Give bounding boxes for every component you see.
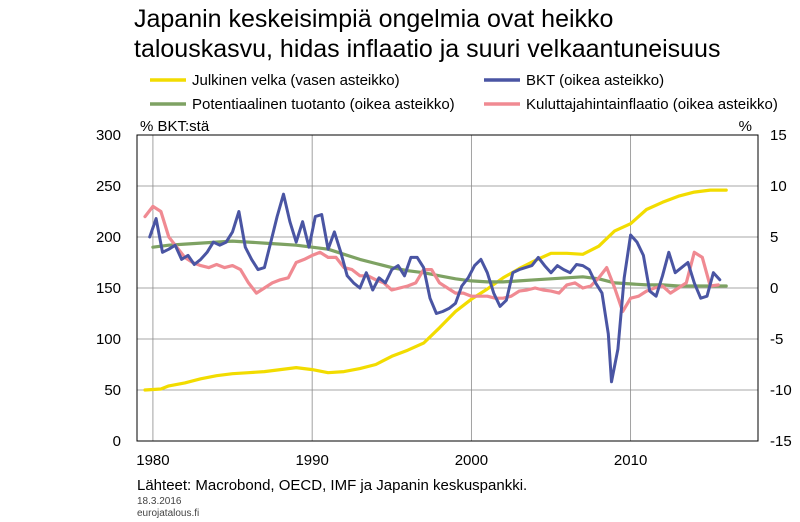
right-tick-label: -15 (770, 433, 792, 450)
left-tick-label: 200 (96, 229, 121, 246)
legend-label: BKT (oikea asteikko) (526, 72, 664, 89)
x-tick-label: 1990 (295, 452, 328, 469)
chart-title-line-1: Japanin keskeisimpiä ongelmia ovat heikk… (134, 5, 614, 33)
legend-item-potential-output: Potentiaalinen tuotanto (oikea asteikko) (150, 96, 455, 113)
legend: Julkinen velka (vasen asteikko) BKT (oike… (150, 72, 778, 113)
left-tick-label: 100 (96, 331, 121, 348)
chart-title: Japanin keskeisimpiä ongelmia ovat heikk… (134, 4, 774, 64)
x-tick-label: 2000 (455, 452, 488, 469)
series-lines (143, 188, 728, 392)
x-tick-label: 1980 (136, 452, 169, 469)
debt-line (143, 188, 728, 392)
legend-item-inflation: Kuluttajahintainflaatio (oikea asteikko) (484, 96, 778, 113)
publish-date: 18.3.2016 (137, 496, 182, 507)
legend-item-gdp: BKT (oikea asteikko) (484, 72, 664, 89)
left-tick-label: 50 (104, 382, 121, 399)
left-tick-label: 250 (96, 178, 121, 195)
x-tick-label: 2010 (614, 452, 647, 469)
right-tick-label: 15 (770, 127, 787, 144)
legend-label: Kuluttajahintainflaatio (oikea asteikko) (526, 96, 778, 113)
axis-ticks: 0 50 100 150 200 250 300 -15 -10 -5 0 5 10 15 1980 1990… (96, 127, 792, 469)
chart-title-line-2: talouskasvu, hidas inflaatio ja suuri ve… (134, 35, 721, 63)
plot-frame (136, 134, 759, 442)
gdp-line (148, 192, 722, 384)
right-tick-label: 5 (770, 229, 778, 246)
legend-label: Potentiaalinen tuotanto (oikea asteikko) (192, 96, 455, 113)
left-tick-label: 300 (96, 127, 121, 144)
left-tick-label: 150 (96, 280, 121, 297)
legend-label: Julkinen velka (vasen asteikko) (192, 72, 400, 89)
right-tick-label: -10 (770, 382, 792, 399)
source-note: Lähteet: Macrobond, OECD, IMF ja Japanin… (137, 477, 528, 494)
legend-item-debt: Julkinen velka (vasen asteikko) (150, 72, 400, 89)
right-tick-label: 10 (770, 178, 787, 195)
right-tick-label: 0 (770, 280, 778, 297)
left-axis-label: % BKT:stä (140, 118, 210, 135)
site-name: eurojatalous.fi (137, 508, 200, 519)
left-tick-label: 0 (113, 433, 121, 450)
right-tick-label: -5 (770, 331, 783, 348)
right-axis-label: % (739, 118, 752, 135)
potential-output-line (151, 239, 728, 288)
line-chart: Julkinen velka (vasen asteikko) BKT (oike… (96, 72, 792, 469)
